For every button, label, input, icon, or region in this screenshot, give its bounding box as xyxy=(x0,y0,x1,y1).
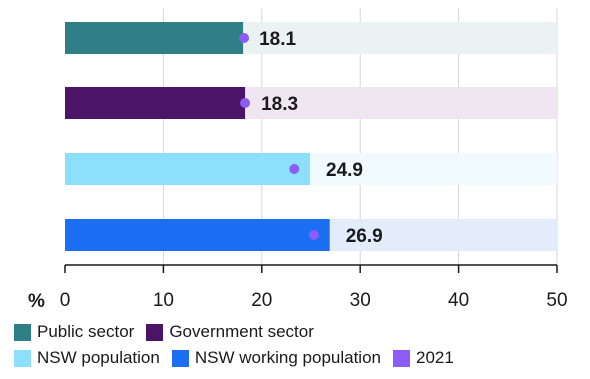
data-label: 18.1 xyxy=(259,29,296,50)
x-axis: 0 10 20 30 40 50% xyxy=(28,264,568,312)
legend-item: NSW population xyxy=(14,348,160,368)
marker-2021 xyxy=(240,98,251,108)
bar xyxy=(65,87,246,119)
legend-swatch xyxy=(146,323,164,341)
tick-label: 10 xyxy=(153,290,174,311)
legend-item: 2021 xyxy=(393,348,454,368)
data-label: 24.9 xyxy=(326,160,363,181)
legend-label: NSW population xyxy=(37,348,160,367)
bar xyxy=(65,153,311,185)
bar xyxy=(65,22,244,54)
legend-label: Government sector xyxy=(169,322,314,341)
legend-label: Public sector xyxy=(37,322,135,341)
legend-swatch xyxy=(393,349,410,367)
legend-item: Government sector xyxy=(146,322,314,342)
legend-swatch xyxy=(171,349,189,367)
legend-swatch xyxy=(14,349,31,367)
marker-2021 xyxy=(239,33,250,43)
legend-row-1: Public sector Government sector xyxy=(14,322,326,342)
marker-2021 xyxy=(308,230,319,240)
unit-label: % xyxy=(28,291,45,312)
tick-label: 50 xyxy=(546,290,567,311)
bars: 18.1 18.3 24.9 26.9 xyxy=(65,22,557,251)
marker-2021 xyxy=(289,164,300,174)
tick-label: 30 xyxy=(350,290,371,311)
tick-label: 40 xyxy=(448,290,469,311)
legend-label: 2021 xyxy=(416,348,454,367)
tick-label: 20 xyxy=(251,290,272,311)
legend-item: NSW working population xyxy=(171,348,381,368)
tick-label: 0 xyxy=(60,290,71,311)
data-label: 26.9 xyxy=(346,226,383,247)
legend-swatch xyxy=(14,323,31,341)
legend-item: Public sector xyxy=(14,322,134,342)
legend-label: NSW working population xyxy=(194,348,381,367)
legend-row-2: NSW population NSW working population 2021 xyxy=(14,348,466,368)
data-label: 18.3 xyxy=(261,94,298,115)
bar xyxy=(65,219,330,251)
